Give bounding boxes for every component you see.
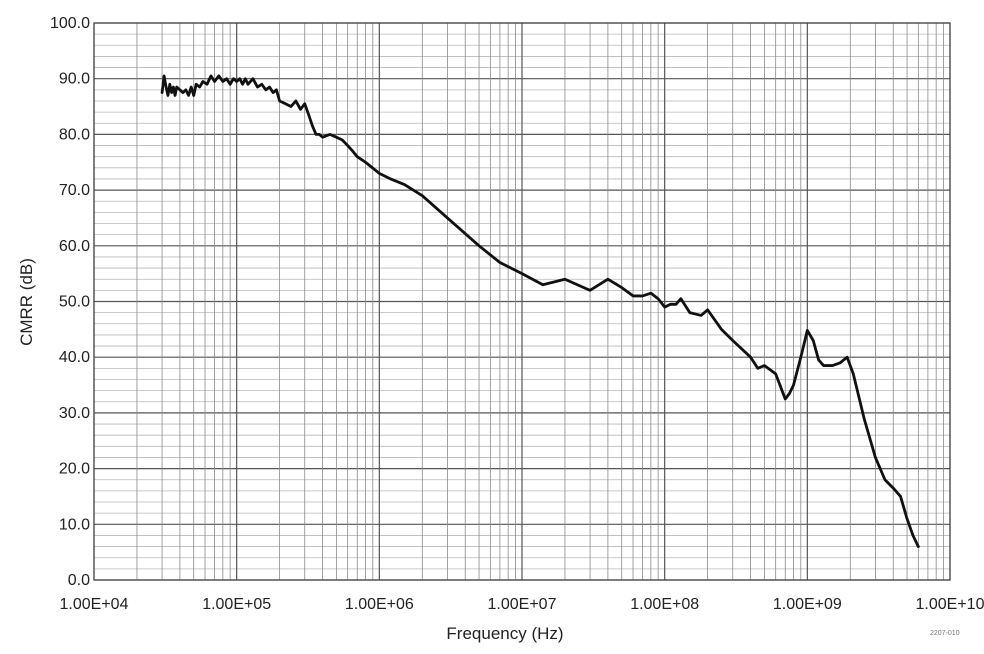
y-tick-label: 10.0 xyxy=(59,516,90,533)
x-tick-label: 1.00E+06 xyxy=(345,596,414,613)
x-tick-label: 1.00E+04 xyxy=(60,596,129,613)
y-tick-label: 40.0 xyxy=(59,349,90,366)
x-axis-label: Frequency (Hz) xyxy=(446,624,563,643)
figure-code: 2207-010 xyxy=(930,630,960,637)
y-tick-labels: 0.0 10.0 20.0 30.0 40.0 50.0 60.0 70.0 80.0 90.0 1… xyxy=(50,15,90,589)
y-tick-label: 50.0 xyxy=(59,294,90,311)
x-tick-labels: 1.00E+04 1.00E+05 1.00E+06 1.00E+07 1.00E+08… xyxy=(60,596,984,613)
y-tick-label: 30.0 xyxy=(59,405,90,422)
plot-frame xyxy=(93,22,951,581)
x-tick-label: 1.00E+10 xyxy=(916,596,984,613)
series-line-cmrr xyxy=(160,74,920,548)
y-tick-label: 80.0 xyxy=(59,126,90,143)
y-tick-label: 20.0 xyxy=(59,461,90,478)
x-tick-label: 1.00E+09 xyxy=(773,596,842,613)
series-layer xyxy=(160,74,920,548)
y-tick-label: 0.0 xyxy=(68,572,90,589)
x-tick-label: 1.00E+07 xyxy=(488,596,557,613)
y-tick-label: 90.0 xyxy=(59,71,90,88)
y-tick-label: 100.0 xyxy=(50,15,90,32)
y-tick-label: 70.0 xyxy=(59,182,90,199)
y-tick-label: 60.0 xyxy=(59,238,90,255)
y-axis-label: CMRR (dB) xyxy=(17,258,36,346)
x-tick-label: 1.00E+05 xyxy=(202,596,271,613)
x-tick-label: 1.00E+08 xyxy=(630,596,699,613)
